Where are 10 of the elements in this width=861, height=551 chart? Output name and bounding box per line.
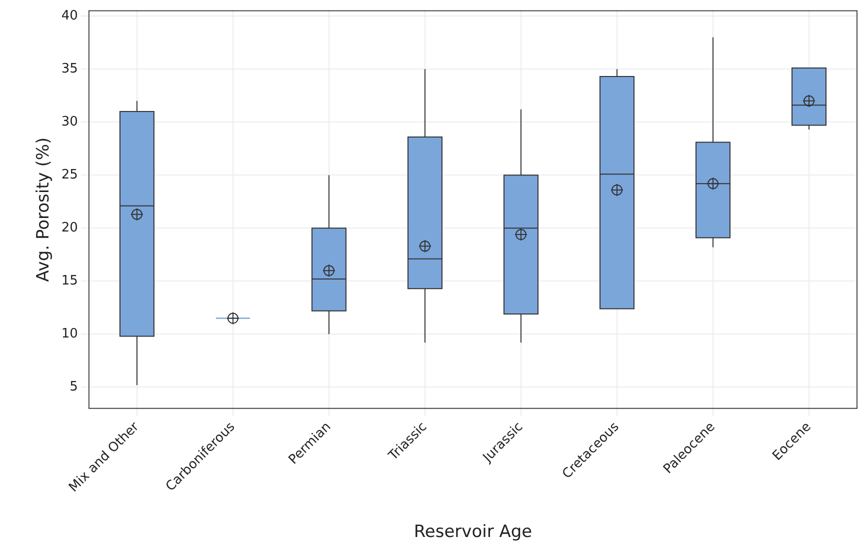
y-tick-label: 35 xyxy=(61,61,78,76)
y-tick-label: 10 xyxy=(61,326,78,342)
y-tick-label: 15 xyxy=(61,274,78,289)
y-axis-title: Avg. Porosity (%) xyxy=(34,137,54,282)
y-tick-label: 25 xyxy=(61,168,78,183)
x-axis-title: Reservoir Age xyxy=(414,522,532,542)
y-tick-label: 40 xyxy=(61,8,78,24)
y-tick-label: 30 xyxy=(61,114,78,130)
y-tick-label: 20 xyxy=(61,220,78,236)
y-tick-label: 5 xyxy=(70,380,78,395)
